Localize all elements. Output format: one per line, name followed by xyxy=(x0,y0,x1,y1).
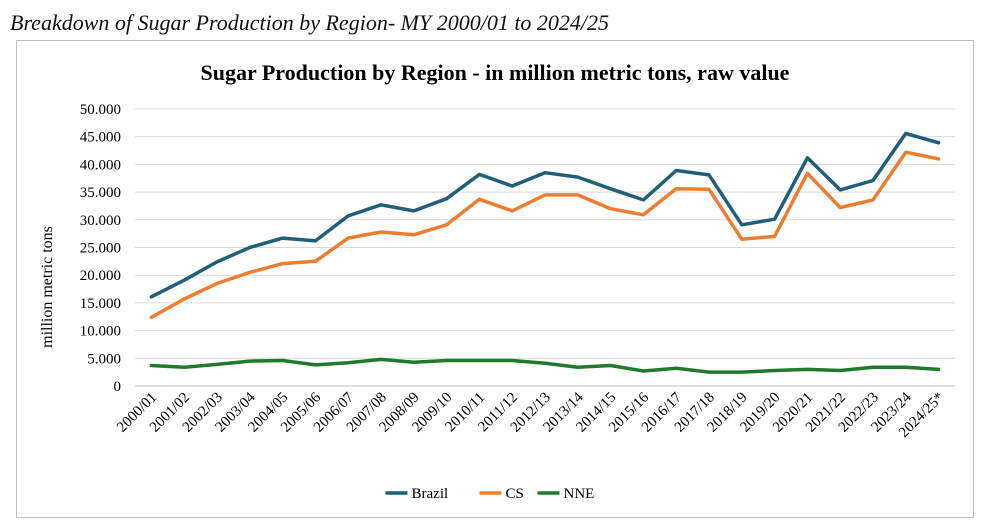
y-tick-label: 40.000 xyxy=(80,157,121,173)
y-tick-label: 5.000 xyxy=(87,351,121,367)
legend-label: Brazil xyxy=(412,486,449,502)
y-axis-label: million metric tons xyxy=(39,226,56,348)
legend-label: NNE xyxy=(564,486,595,502)
legend-item-brazil: Brazil xyxy=(385,486,449,502)
legend-item-nne: NNE xyxy=(537,486,595,502)
series-line-cs xyxy=(149,150,941,320)
y-tick-label: 30.000 xyxy=(80,213,121,229)
y-tick-label: 25.000 xyxy=(80,241,121,257)
x-axis-ticks: 2000/012001/022002/032003/042004/052005/… xyxy=(114,389,947,441)
y-tick-label: 50.000 xyxy=(80,102,121,118)
gridlines xyxy=(135,108,955,387)
series-line-brazil xyxy=(149,131,941,299)
y-tick-label: 20.000 xyxy=(80,268,121,284)
line-chart: Sugar Production by Region - in million … xyxy=(39,60,955,502)
legend-item-cs: CS xyxy=(479,486,524,502)
figure-caption: Breakdown of Sugar Production by Region-… xyxy=(10,10,610,35)
series-line-nne xyxy=(149,357,941,374)
y-axis-ticks: 0 5.000 10.000 15.000 20.000 25.000 30.000 35.0… xyxy=(80,102,121,395)
data-series xyxy=(149,131,941,374)
chart-frame: Sugar Production by Region - in million … xyxy=(16,40,974,518)
legend-label: CS xyxy=(506,486,524,502)
y-tick-label: 15.000 xyxy=(80,296,121,312)
legend: Brazil CS NNE xyxy=(385,486,595,502)
y-tick-label: 35.000 xyxy=(80,185,121,201)
y-tick-label: 0 xyxy=(114,379,122,395)
y-tick-label: 45.000 xyxy=(80,130,121,146)
y-tick-label: 10.000 xyxy=(80,324,121,340)
chart-title: Sugar Production by Region - in million … xyxy=(201,60,790,85)
